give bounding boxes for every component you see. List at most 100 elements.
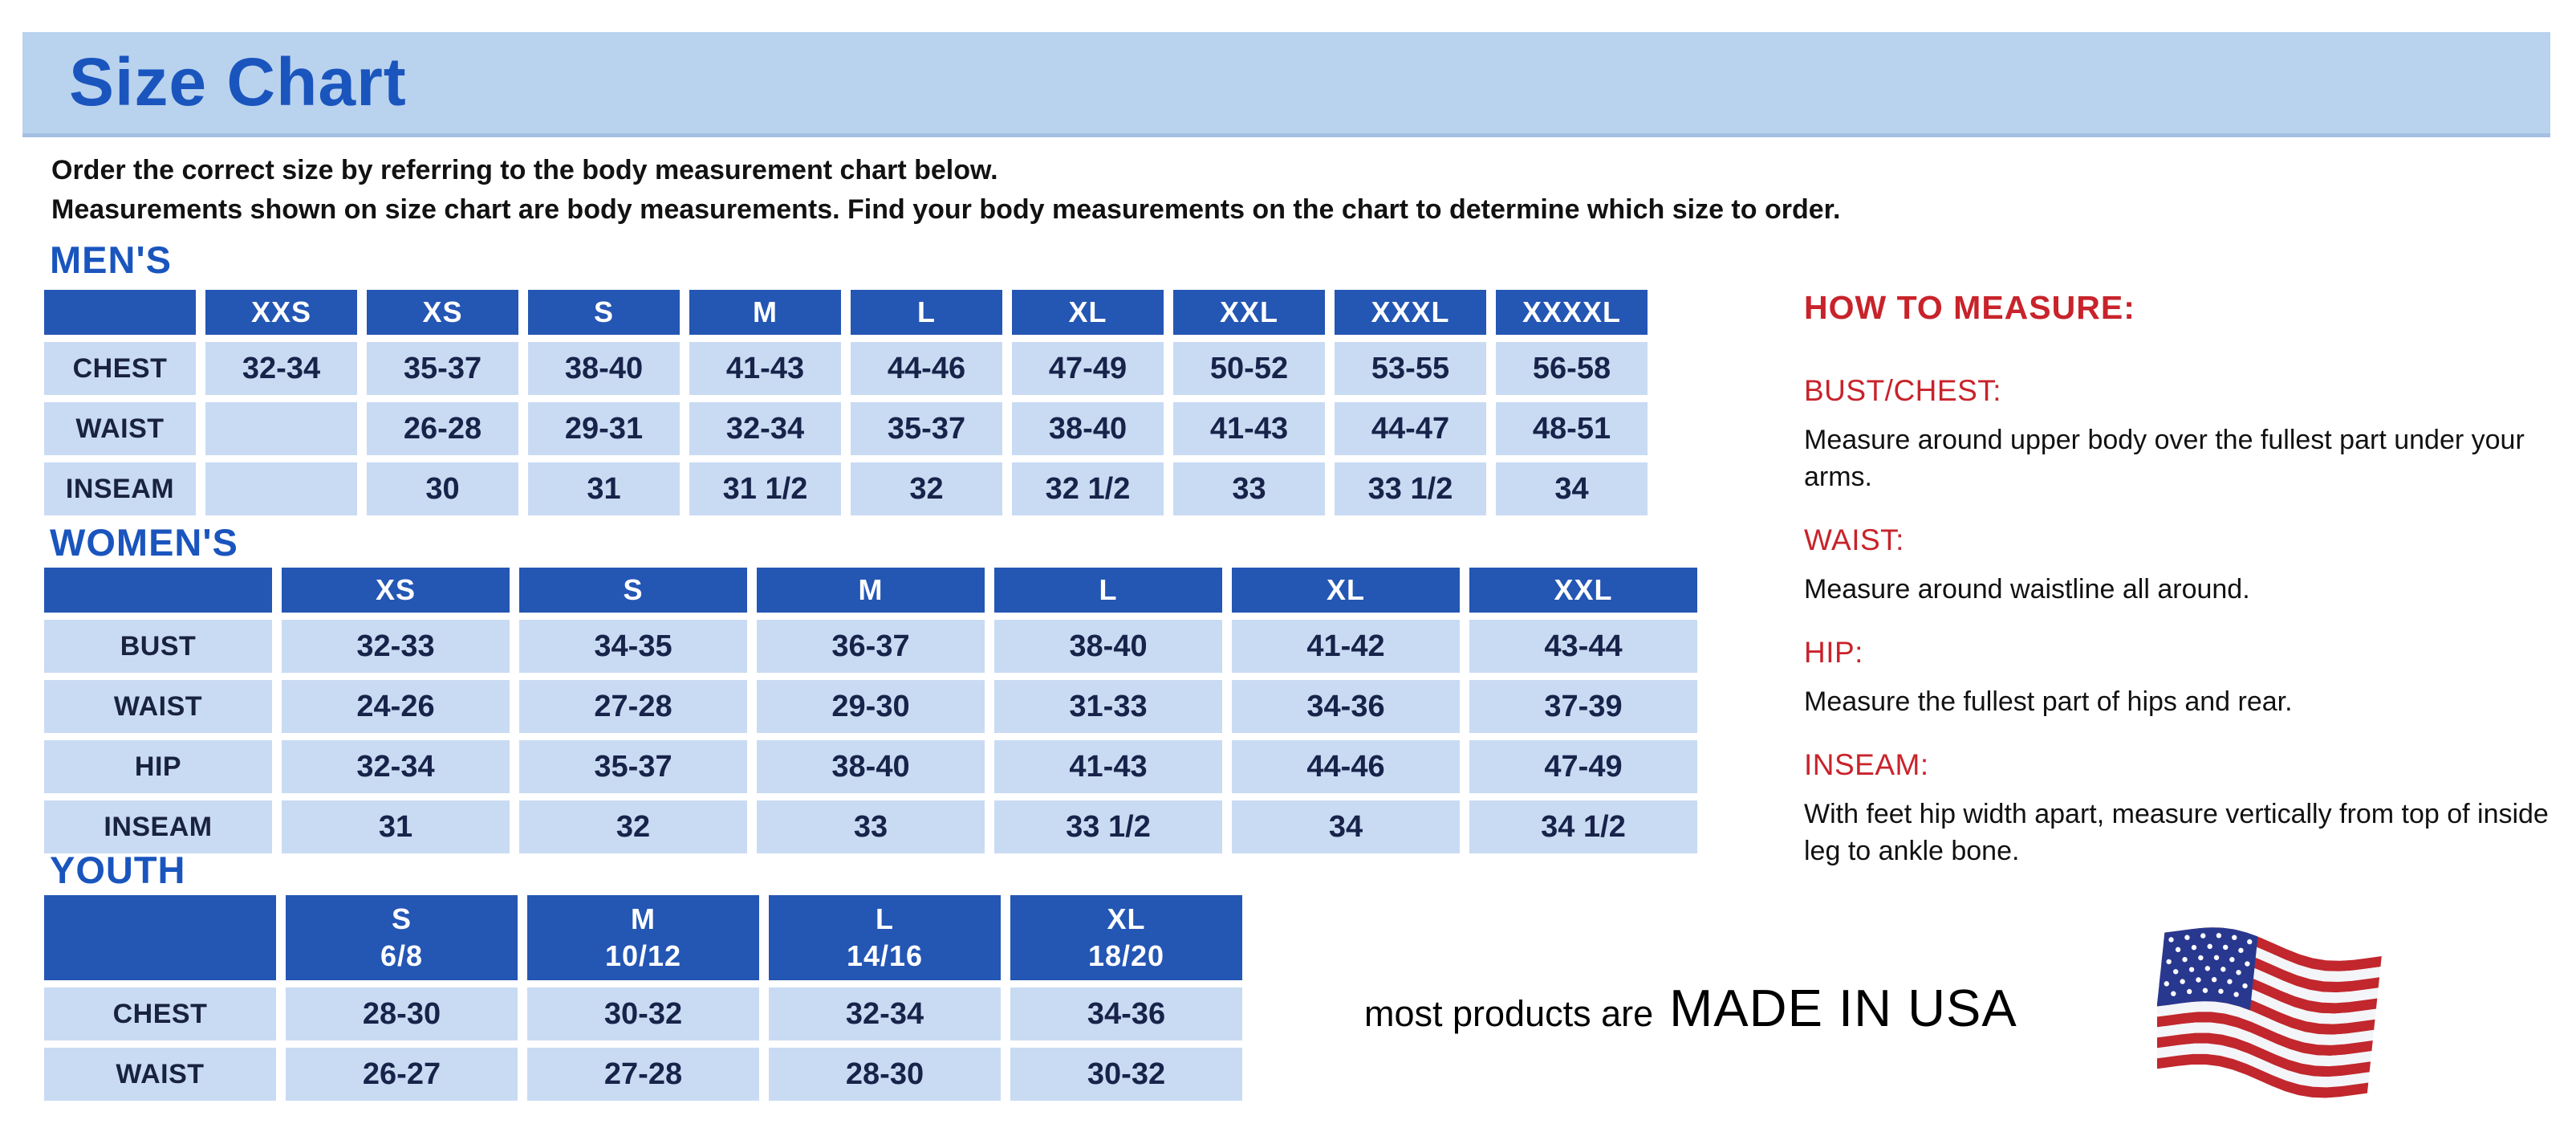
- value-cell: 34: [1496, 462, 1648, 515]
- value-cell: 29-30: [757, 680, 985, 733]
- table-row: CHEST 28-30 30-32 32-34 34-36: [44, 987, 1242, 1040]
- measure-text-waist: Measure around waistline all around.: [1804, 574, 2250, 605]
- value-cell: 34-35: [519, 620, 747, 673]
- flag-star: [2242, 983, 2248, 989]
- value-cell: 32: [851, 462, 1002, 515]
- youth-section-heading: YOUTH: [50, 849, 186, 891]
- size-header-cell: XXL: [1173, 290, 1325, 335]
- flag-star: [2236, 970, 2241, 975]
- value-cell: 44-46: [1232, 740, 1460, 793]
- flag-star: [2164, 981, 2169, 987]
- flag-stripe: [2158, 979, 2376, 1024]
- size-header-cell: S 6/8: [286, 895, 518, 980]
- made-in-usa-text: MADE IN USA: [1669, 979, 2017, 1037]
- measure-text-bust-chest: Measure around upper body over the fulle…: [1804, 425, 2525, 492]
- flag-stripe: [2156, 991, 2375, 1035]
- size-header-cell: XL: [1012, 290, 1164, 335]
- flag-stripe: [2154, 1012, 2373, 1056]
- flag-star: [2238, 947, 2244, 954]
- value-cell: 56-58: [1496, 342, 1648, 395]
- womens-section-heading: WOMEN'S: [50, 521, 238, 564]
- flag-star: [2229, 957, 2235, 963]
- row-label-cell: WAIST: [44, 1048, 276, 1101]
- value-cell: 32-33: [282, 620, 510, 673]
- value-cell: 38-40: [528, 342, 680, 395]
- flag-star: [2202, 987, 2208, 993]
- value-cell: 53-55: [1335, 342, 1486, 395]
- value-cell: 41-43: [689, 342, 841, 395]
- intro-line-2: Measurements shown on size chart are bod…: [51, 194, 1841, 225]
- measure-text-hip: Measure the fullest part of hips and rea…: [1804, 686, 2293, 717]
- size-header-cell: S: [528, 290, 680, 335]
- flag-star: [2245, 961, 2250, 967]
- size-header-cell: XXXXL: [1496, 290, 1648, 335]
- value-cell: 48-51: [1496, 402, 1648, 455]
- value-cell: 31: [528, 462, 680, 515]
- value-cell: 38-40: [1012, 402, 1164, 455]
- value-cell: 47-49: [1012, 342, 1164, 395]
- value-cell: 33: [757, 800, 985, 853]
- size-header-cell: XXL: [1469, 568, 1697, 613]
- measure-label-hip: HIP:: [1804, 636, 1863, 669]
- value-cell: 30-32: [1010, 1048, 1242, 1101]
- measure-label-bust-chest: BUST/CHEST:: [1804, 374, 2002, 407]
- value-cell: 27-28: [527, 1048, 759, 1101]
- made-in-usa-prefix: most products are: [1364, 993, 1654, 1034]
- flag-star: [2180, 979, 2185, 984]
- value-cell: 44-46: [851, 342, 1002, 395]
- flag-star: [2182, 956, 2188, 963]
- table-row: BUST 32-33 34-35 36-37 38-40 41-42 43-44: [44, 620, 1697, 673]
- value-cell: 26-28: [367, 402, 518, 455]
- flag-star: [2184, 935, 2190, 940]
- size-header-cell: XS: [367, 290, 518, 335]
- measure-label-waist: WAIST:: [1804, 523, 1904, 556]
- table-row: WAIST 26-28 29-31 32-34 35-37 38-40 41-43 44-47…: [44, 402, 1648, 455]
- value-cell: 33: [1173, 462, 1325, 515]
- flag-star: [2227, 979, 2233, 984]
- value-cell: 34-36: [1232, 680, 1460, 733]
- value-cell: 32-34: [282, 740, 510, 793]
- flag-star: [2247, 939, 2253, 945]
- flag-stripe: [2159, 969, 2378, 1014]
- value-cell: 35-37: [367, 342, 518, 395]
- row-label-cell: CHEST: [44, 342, 196, 395]
- flag-stripe: [2152, 1032, 2371, 1077]
- value-cell: 32-34: [205, 342, 357, 395]
- value-cell: 33 1/2: [994, 800, 1222, 853]
- row-label-cell: HIP: [44, 740, 272, 793]
- page-title: Size Chart: [69, 44, 407, 120]
- flag-star: [2172, 969, 2179, 975]
- value-cell: [205, 402, 357, 455]
- flag-star: [2171, 991, 2176, 996]
- flag-star: [2213, 955, 2220, 960]
- value-cell: 38-40: [757, 740, 985, 793]
- value-cell: 30-32: [527, 987, 759, 1040]
- value-cell: 29-31: [528, 402, 680, 455]
- value-cell: 35-37: [851, 402, 1002, 455]
- size-header-cell: M: [689, 290, 841, 335]
- flag-star: [2216, 933, 2222, 939]
- table-row: CHEST 32-34 35-37 38-40 41-43 44-46 47-49 50-52…: [44, 342, 1648, 395]
- table-row: INSEAM 31 32 33 33 1/2 34 34 1/2: [44, 800, 1697, 853]
- intro-line-1: Order the correct size by referring to t…: [51, 155, 998, 185]
- row-label-cell: BUST: [44, 620, 272, 673]
- value-cell: 31: [282, 800, 510, 853]
- value-cell: 41-43: [1173, 402, 1325, 455]
- value-cell: 28-30: [286, 987, 518, 1040]
- flag-star: [2186, 988, 2192, 995]
- value-cell: 47-49: [1469, 740, 1697, 793]
- header-row: S 6/8 M 10/12 L 14/16 XL 18/20: [44, 895, 1242, 980]
- value-cell: 31 1/2: [689, 462, 841, 515]
- row-label-cell: WAIST: [44, 680, 272, 733]
- value-cell: 32 1/2: [1012, 462, 1164, 515]
- size-header-cell: M 10/12: [527, 895, 759, 980]
- table-row: WAIST 24-26 27-28 29-30 31-33 34-36 37-39: [44, 680, 1697, 733]
- value-cell: 26-27: [286, 1048, 518, 1101]
- table-row: WAIST 26-27 27-28 28-30 30-32: [44, 1048, 1242, 1101]
- value-cell: 30: [367, 462, 518, 515]
- value-cell: 36-37: [757, 620, 985, 673]
- value-cell: 28-30: [769, 1048, 1001, 1101]
- corner-cell: [44, 568, 272, 613]
- table-row: INSEAM 30 31 31 1/2 32 32 1/2 33 33 1/2 34: [44, 462, 1648, 515]
- how-to-measure-heading: HOW TO MEASURE:: [1804, 289, 2135, 326]
